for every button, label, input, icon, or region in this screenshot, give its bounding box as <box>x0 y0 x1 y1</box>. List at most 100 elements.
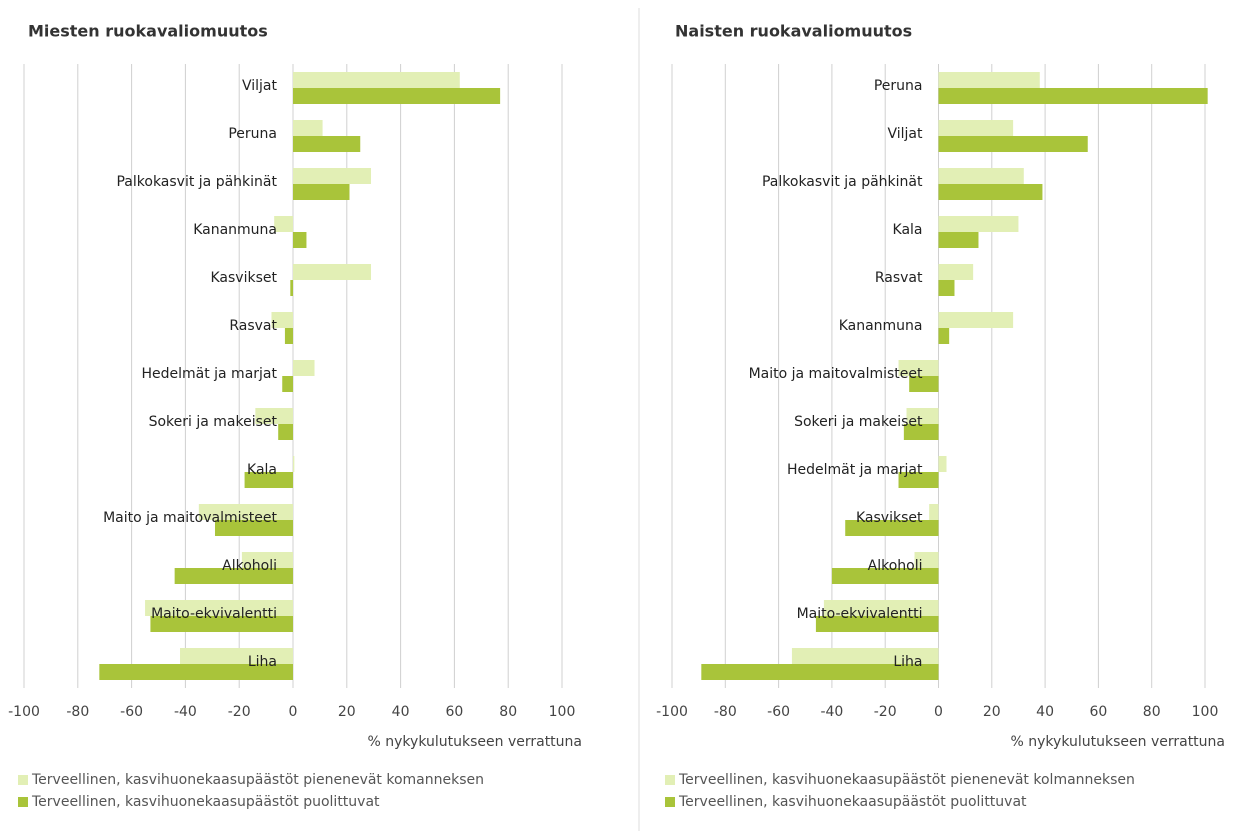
bar <box>293 168 372 184</box>
bar <box>938 120 1014 136</box>
category-label: Liha <box>248 654 277 670</box>
category-label: Maito-ekvivalentti <box>151 606 277 622</box>
category-label: Sokeri ja makeiset <box>794 414 923 430</box>
x-tick-label: -20 <box>228 704 251 720</box>
x-axis-title: % nykykulutukseen verrattuna <box>1011 734 1225 750</box>
x-tick-label: 60 <box>445 704 463 720</box>
bar <box>244 472 293 488</box>
bar <box>929 504 939 520</box>
bar <box>791 648 939 664</box>
x-tick-label: 0 <box>289 704 298 720</box>
category-label: Hedelmät ja marjat <box>787 462 923 478</box>
bar <box>938 280 955 296</box>
legend-label: Terveellinen, kasvihuonekaasupäästöt pie… <box>678 772 1135 788</box>
bar <box>903 424 939 440</box>
category-label: Maito ja maitovalmisteet <box>103 510 277 526</box>
bar <box>293 360 315 376</box>
category-label: Palkokasvit ja pähkinät <box>116 174 277 190</box>
category-label: Alkoholi <box>222 558 277 574</box>
bar <box>99 664 293 680</box>
category-label: Rasvat <box>875 270 923 286</box>
bar <box>938 184 1043 200</box>
category-label: Maito-ekvivalentti <box>797 606 923 622</box>
category-label: Hedelmät ja marjat <box>141 366 277 382</box>
bar <box>255 408 293 424</box>
x-axis-title: % nykykulutukseen verrattuna <box>368 734 582 750</box>
bar <box>938 216 1019 232</box>
bar <box>241 552 293 568</box>
bar <box>938 232 979 248</box>
bar <box>290 280 293 296</box>
bar <box>278 424 293 440</box>
bar <box>293 136 361 152</box>
category-label: Peruna <box>228 126 277 142</box>
legend-swatch <box>665 797 675 807</box>
bar <box>938 168 1024 184</box>
category-label: Viljat <box>242 78 278 94</box>
legend-label: Terveellinen, kasvihuonekaasupäästöt pie… <box>31 772 484 788</box>
bar <box>701 664 939 680</box>
bar <box>271 312 293 328</box>
x-tick-label: -40 <box>174 704 197 720</box>
legend-label: Terveellinen, kasvihuonekaasupäästöt puo… <box>31 794 380 810</box>
bar <box>938 136 1088 152</box>
x-tick-label: 60 <box>1089 704 1107 720</box>
category-label: Viljat <box>887 126 923 142</box>
x-tick-label: -60 <box>120 704 143 720</box>
x-tick-label: -80 <box>714 704 737 720</box>
bar <box>815 616 939 632</box>
bar <box>831 568 939 584</box>
chart-title: Naisten ruokavaliomuutos <box>675 22 912 41</box>
bar <box>938 88 1208 104</box>
legend-swatch <box>18 775 28 785</box>
x-tick-label: 40 <box>392 704 410 720</box>
x-tick-label: -100 <box>8 704 40 720</box>
x-tick-label: -60 <box>767 704 790 720</box>
bar <box>938 312 1014 328</box>
bar <box>938 456 947 472</box>
x-tick-label: -20 <box>874 704 897 720</box>
bar <box>293 120 323 136</box>
x-tick-label: 100 <box>1192 704 1219 720</box>
bar <box>938 72 1040 88</box>
x-tick-label: 100 <box>549 704 576 720</box>
bar <box>198 504 293 520</box>
bar <box>293 88 501 104</box>
legend-swatch <box>18 797 28 807</box>
category-label: Alkoholi <box>868 558 923 574</box>
bar <box>284 328 293 344</box>
category-label: Kala <box>247 462 277 478</box>
bar <box>293 456 295 472</box>
category-label: Palkokasvit ja pähkinät <box>762 174 923 190</box>
bar <box>174 568 293 584</box>
x-tick-label: 80 <box>499 704 517 720</box>
bar <box>938 328 950 344</box>
category-label: Maito ja maitovalmisteet <box>749 366 923 382</box>
bar <box>898 360 939 376</box>
category-label: Kananmuna <box>193 222 277 238</box>
bar <box>214 520 293 536</box>
bar <box>845 520 939 536</box>
bar <box>293 72 460 88</box>
x-tick-label: -80 <box>66 704 89 720</box>
x-tick-label: 20 <box>338 704 356 720</box>
bar <box>282 376 293 392</box>
bar <box>293 232 307 248</box>
x-tick-label: 80 <box>1143 704 1161 720</box>
x-tick-label: -40 <box>820 704 843 720</box>
bar <box>145 600 293 616</box>
category-label: Kasvikset <box>211 270 278 286</box>
x-tick-label: -100 <box>656 704 688 720</box>
category-label: Kananmuna <box>839 318 923 334</box>
legend-label: Terveellinen, kasvihuonekaasupäästöt puo… <box>678 794 1027 810</box>
chart-title: Miesten ruokavaliomuutos <box>28 22 268 41</box>
legend-swatch <box>665 775 675 785</box>
category-label: Peruna <box>874 78 923 94</box>
bar <box>823 600 939 616</box>
x-tick-label: 20 <box>983 704 1001 720</box>
bar <box>150 616 293 632</box>
category-label: Rasvat <box>229 318 277 334</box>
category-label: Kala <box>893 222 923 238</box>
x-tick-label: 0 <box>934 704 943 720</box>
